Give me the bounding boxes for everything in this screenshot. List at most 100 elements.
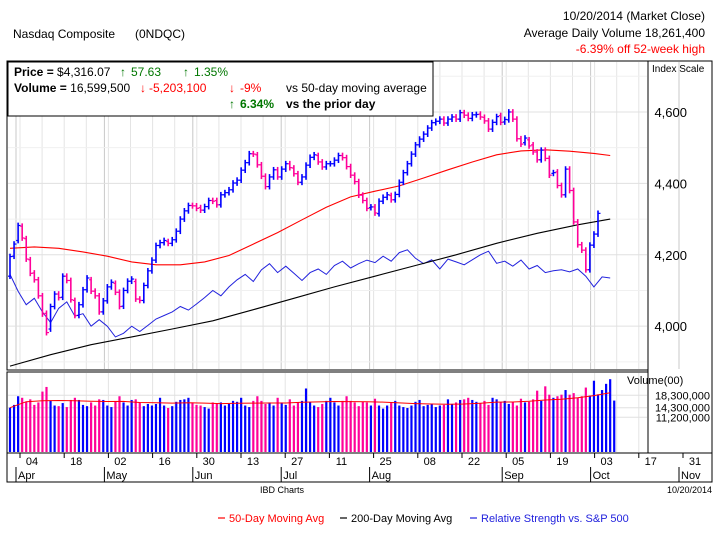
svg-text:Volume = 16,599,500: Volume = 16,599,500 [14, 81, 131, 95]
volume-bar [183, 399, 186, 452]
day-tick-label: 18 [70, 456, 82, 468]
volume-bar [8, 407, 12, 452]
volume-pct-vs-prior: 6.34% [240, 97, 274, 111]
volume-bar [467, 397, 470, 452]
volume-bar [122, 402, 125, 452]
volume-bar [49, 400, 52, 452]
volume-bar [373, 398, 377, 452]
volume-bar [613, 400, 616, 452]
volume-bar [410, 405, 413, 452]
month-label: Jul [283, 470, 297, 482]
volume-bar [33, 404, 36, 452]
volume-bar [503, 400, 506, 452]
volume-bar [268, 402, 271, 452]
volume-value: 16,599,500 [70, 81, 130, 95]
volume-bar [576, 397, 579, 452]
volume-bar [446, 399, 450, 452]
day-tick-label: 16 [158, 456, 170, 468]
volume-bar [264, 403, 267, 452]
volume-bar [85, 406, 89, 452]
volume-bar [369, 405, 373, 452]
volume-bar [118, 396, 121, 452]
volume-bar [491, 397, 494, 452]
vs-avg-text: vs 50-day moving average [286, 81, 427, 95]
day-tick-label: 19 [556, 456, 568, 468]
volume-bar [244, 405, 247, 452]
volume-bar [317, 407, 320, 452]
price-bar [364, 197, 370, 212]
source-label: IBD Charts [260, 485, 305, 495]
volume-bar [442, 404, 446, 452]
volume-bar [138, 402, 141, 452]
volume-bar [300, 400, 304, 452]
price-bar [129, 276, 135, 285]
day-tick-label: 04 [26, 456, 38, 468]
volume-bar [284, 404, 287, 452]
volume-bar [154, 403, 158, 452]
price-bar [194, 203, 200, 212]
volume-bar [288, 399, 291, 452]
volume-bar [17, 396, 20, 452]
volume-bar [215, 403, 218, 452]
volume-bar [434, 407, 437, 452]
volume-bar [81, 404, 85, 452]
volume-bar [29, 399, 32, 452]
volume-bar [454, 402, 458, 452]
volume-bar [572, 393, 575, 452]
volume-bar [207, 408, 210, 452]
volume-bar [353, 402, 356, 452]
volume-bar [231, 400, 235, 452]
price-tick-label: 4,600 [654, 105, 687, 120]
axis-frame [647, 60, 713, 454]
symbol-name: Nasdaq Composite [13, 27, 115, 41]
volume-bar [130, 399, 133, 452]
volume-prior-up-arrow: ↑ [229, 97, 235, 111]
price-value: $4,316.07 [57, 65, 111, 79]
volume-bar [187, 397, 190, 452]
volume-bar [37, 402, 40, 452]
price-bar [372, 204, 378, 216]
legend: 50-Day Moving Avg 200-Day Moving Avg Relat… [218, 513, 629, 525]
date-line: 10/20/2014 (Market Close) [563, 9, 705, 23]
price-change: 57.63 [131, 65, 161, 79]
volume-bar [394, 400, 397, 452]
day-tick-label: 11 [336, 456, 347, 468]
volume-bar [126, 405, 129, 452]
volume-bar [523, 402, 527, 452]
volume-bar [248, 407, 251, 452]
price-bar [85, 275, 90, 293]
volume-bar [540, 400, 543, 452]
volume-bar [90, 402, 93, 452]
volume-bar [605, 383, 608, 452]
month-label: Aug [372, 470, 392, 482]
volume-bar [527, 401, 531, 452]
volume-bar [580, 396, 583, 452]
volume-bar [199, 405, 202, 452]
volume-tick-label: 11,200,000 [656, 412, 710, 424]
volume-bar [564, 390, 567, 452]
vs-prior-text: vs the prior day [286, 97, 376, 111]
price-bar [385, 191, 390, 201]
volume-label: Volume = [14, 81, 70, 95]
relative-strength-line [9, 249, 611, 338]
price-bar [596, 210, 601, 237]
volume-bar [191, 402, 194, 452]
volume-bar [292, 405, 295, 452]
volume-bar [426, 404, 429, 452]
volume-bar [110, 407, 113, 452]
volume-bar [106, 405, 109, 452]
date-panel [6, 452, 713, 483]
volume-bar [600, 390, 604, 452]
volume-bar [592, 380, 596, 452]
volume-bar [252, 400, 255, 452]
price-tick-label: 4,200 [654, 248, 687, 263]
day-tick-label: 13 [247, 456, 259, 468]
volume-bar [203, 407, 206, 452]
month-label: Sep [504, 470, 524, 482]
volume-bar [588, 395, 591, 452]
ticker-symbol: (0NDQC) [135, 27, 185, 41]
volume-bar [499, 402, 502, 452]
legend-label: 50-Day Moving Avg [229, 513, 324, 525]
volume-bar [175, 401, 178, 452]
month-label: Nov [681, 470, 701, 482]
